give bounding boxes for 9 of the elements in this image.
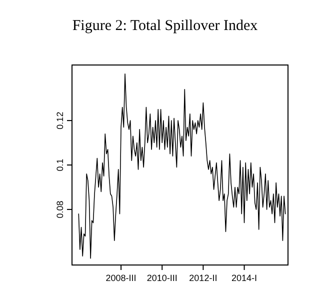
- line-series: [78, 73, 286, 259]
- y-tick-label: 0.08: [55, 200, 65, 218]
- y-tick-label: 0.1: [55, 158, 65, 172]
- x-tick-label: 2012-II: [189, 273, 218, 283]
- y-tick-label: 0.12: [55, 112, 65, 130]
- chart-title: Figure 2: Total Spillover Index: [72, 18, 258, 34]
- x-tick-label: 2010-III: [146, 273, 178, 283]
- x-tick-label: 2008-III: [106, 273, 136, 283]
- x-tick-label: 2014-I: [232, 273, 258, 283]
